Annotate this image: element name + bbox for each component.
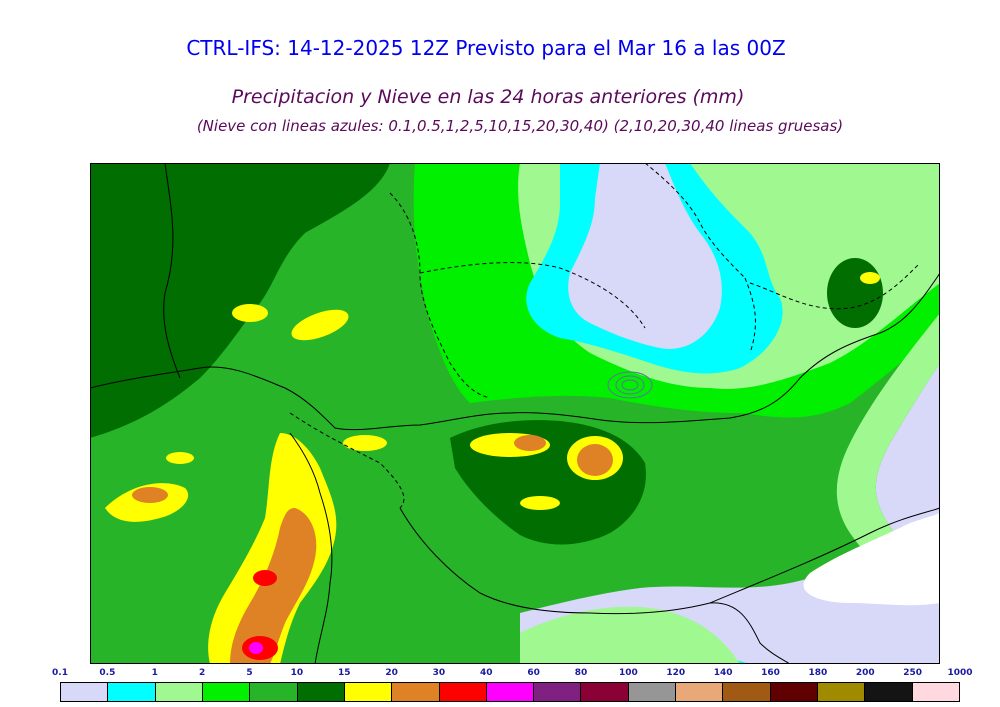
precip-core-red (253, 570, 277, 586)
legend-label: 160 (761, 668, 780, 678)
legend-label: 60 (527, 668, 540, 678)
precip-field-orange-central-1 (514, 435, 546, 451)
legend-label: 100 (619, 668, 638, 678)
legend-swatch (534, 683, 582, 701)
legend-swatch (818, 683, 866, 701)
legend-label: 40 (480, 668, 493, 678)
legend-label: 0.1 (52, 668, 68, 678)
precip-core-magenta (249, 642, 263, 654)
precip-field-dark-green-north (110, 163, 200, 234)
legend-label: 20 (385, 668, 398, 678)
legend-color-bar (60, 682, 960, 702)
precip-field-orange-central-2 (577, 444, 613, 476)
legend-swatch (61, 683, 109, 701)
snow-contours (607, 371, 653, 399)
precipitation-map (90, 163, 940, 664)
precip-field-yellow-central-3 (520, 496, 560, 510)
legend-label: 15 (337, 668, 351, 678)
legend-swatch (628, 683, 677, 701)
legend-swatch (344, 683, 393, 701)
legend-swatch (676, 683, 724, 701)
legend-swatch (155, 683, 203, 701)
precip-field-yellow-ne (860, 272, 880, 284)
precip-field-dark-green-ne (827, 258, 883, 328)
legend-swatch (723, 683, 771, 701)
map-frame (90, 163, 940, 664)
legend-label: 140 (713, 668, 733, 678)
precip-field-white-southeast (803, 513, 940, 606)
precip-field-lavender-north (568, 163, 722, 349)
snow-contour-note: (Nieve con lineas azules: 0.1,0.5,1,2,5,… (196, 117, 844, 135)
legend-swatch (392, 683, 440, 701)
precip-field-yellow-nw-2 (291, 309, 349, 341)
precip-field-yellow-nw-3 (343, 435, 387, 451)
legend-label: 5 (246, 668, 253, 678)
legend-label: 80 (574, 668, 588, 678)
legend-swatch (865, 683, 913, 701)
legend-label: 200 (855, 668, 875, 678)
legend-label: 0.5 (99, 668, 116, 678)
legend-label: 2 (198, 668, 206, 678)
precip-field-yellow-southwest (208, 433, 337, 664)
precip-field-yellow-nw-1 (232, 304, 268, 322)
legend-swatch (581, 683, 629, 701)
legend-label: 250 (903, 668, 923, 678)
precip-field-orange-southwest (230, 508, 317, 664)
legend-label: 10 (290, 668, 304, 678)
precip-field-light-green-southeast (520, 606, 740, 664)
legend-swatch (108, 683, 156, 701)
legend-swatch (486, 683, 535, 701)
legend-swatch (202, 683, 251, 701)
precip-field-light-green-east (836, 313, 940, 583)
legend-label: 180 (808, 668, 828, 678)
precip-field-orange-west (132, 487, 168, 503)
region-borders (289, 163, 921, 509)
legend-label: 1 (151, 668, 158, 678)
map-title: CTRL-IFS: 14-12-2025 12Z Previsto para e… (186, 36, 786, 60)
legend-swatch (439, 683, 487, 701)
legend-label: 120 (666, 668, 686, 678)
legend-swatch (250, 683, 298, 701)
legend-label: 30 (432, 668, 446, 678)
legend-label: 1000 (947, 668, 973, 678)
precip-field-yellow-nw-4 (166, 452, 194, 464)
legend-swatch (912, 683, 959, 701)
map-subtitle: Precipitacion y Nieve en las 24 horas an… (231, 86, 745, 108)
legend-swatch (770, 683, 818, 701)
legend-swatch (297, 683, 345, 701)
legend-labels: 0.1 0.5 1 2 5 10 15 20 30 40 60 80 100 120 140 160 180 20… (0, 668, 1000, 682)
precip-field-dark-green-west (90, 163, 390, 438)
country-borders (90, 163, 940, 664)
